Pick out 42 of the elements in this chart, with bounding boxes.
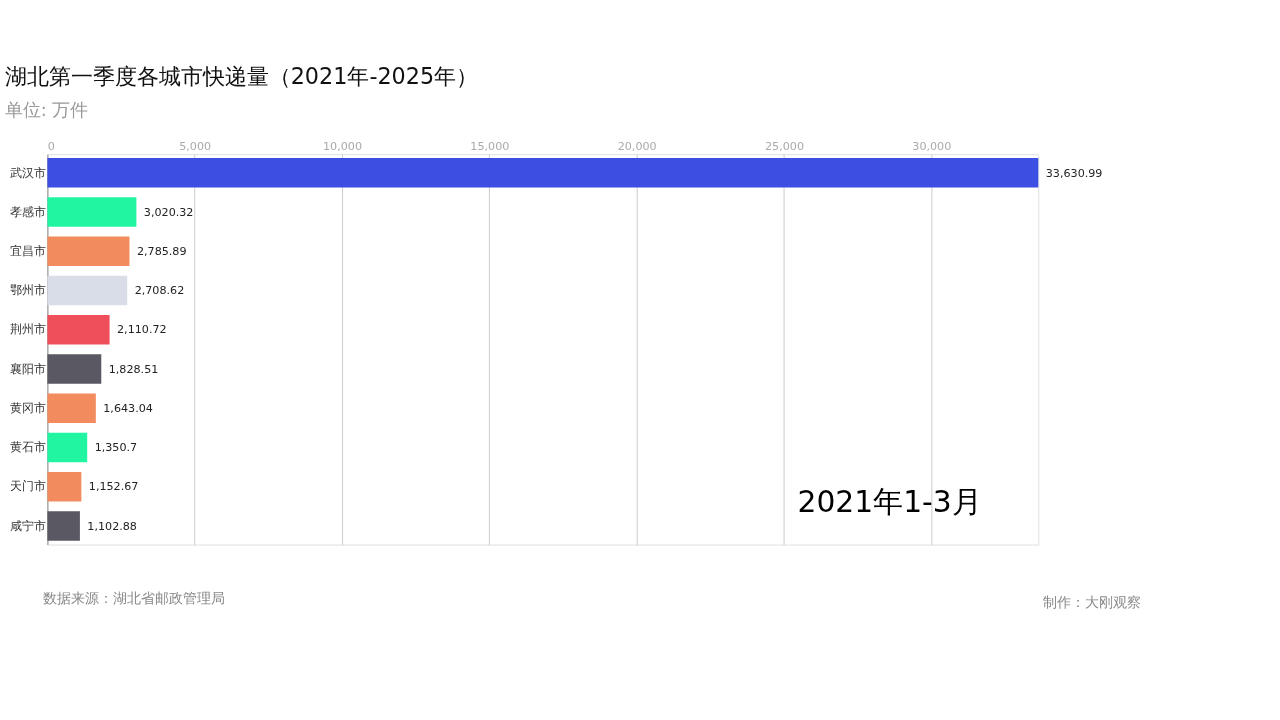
bar xyxy=(47,511,80,541)
y-tick-label: 黄冈市 xyxy=(10,400,47,415)
y-tick-label: 武汉市 xyxy=(10,165,47,180)
bar xyxy=(47,393,96,423)
y-tick-label: 宜昌市 xyxy=(10,244,47,259)
bar xyxy=(47,275,128,306)
x-tick-label: 10,000 xyxy=(323,140,363,153)
text: 制作：大刚观察 xyxy=(1042,593,1141,610)
chart-title: 湖北第一季度各城市快递量（2021年-2025年） xyxy=(4,63,479,90)
bar xyxy=(47,354,102,384)
data-label: 1,102.88 xyxy=(87,519,137,533)
data-label: 1,350.7 xyxy=(94,441,138,455)
data-label: 1,152.67 xyxy=(88,480,139,494)
x-tick-label: 25,000 xyxy=(764,140,804,153)
y-tick-label: 鄂州市 xyxy=(10,283,47,298)
bar xyxy=(47,197,137,227)
data-label: 1,828.51 xyxy=(108,362,159,376)
x-tick-label: 30,000 xyxy=(912,140,952,153)
bar xyxy=(47,158,1039,188)
source-note: 数据来源：湖北省邮政管理局 xyxy=(42,590,225,607)
y-tick-label: 天门市 xyxy=(10,479,47,494)
x-tick-label: 5,000 xyxy=(179,140,212,153)
y-tick-label: 荆州市 xyxy=(10,322,47,337)
data-label: 2,110.72 xyxy=(117,323,167,337)
bar xyxy=(47,236,130,267)
y-tick-label: 黄石市 xyxy=(10,440,47,455)
bar xyxy=(47,432,88,463)
y-tick-label: 襄阳市 xyxy=(10,361,47,376)
y-tick-label: 孝感市 xyxy=(10,204,47,219)
x-tick-label: 0 xyxy=(47,140,55,153)
data-label: 1,643.04 xyxy=(103,401,153,415)
data-label: 3,020.32 xyxy=(143,205,194,219)
bar xyxy=(47,472,82,502)
bar xyxy=(47,315,110,345)
data-label: 2,785.89 xyxy=(136,245,187,259)
y-tick-label: 咸宁市 xyxy=(10,518,47,533)
data-label: 2,708.62 xyxy=(134,284,185,298)
x-tick-label: 20,000 xyxy=(617,140,657,153)
annotation: 2021年1-3月 xyxy=(797,484,982,520)
chart-subtitle: 单位: 万件 xyxy=(4,100,89,121)
x-tick-label: 15,000 xyxy=(470,140,510,153)
data-label: 33,630.99 xyxy=(1045,166,1103,180)
